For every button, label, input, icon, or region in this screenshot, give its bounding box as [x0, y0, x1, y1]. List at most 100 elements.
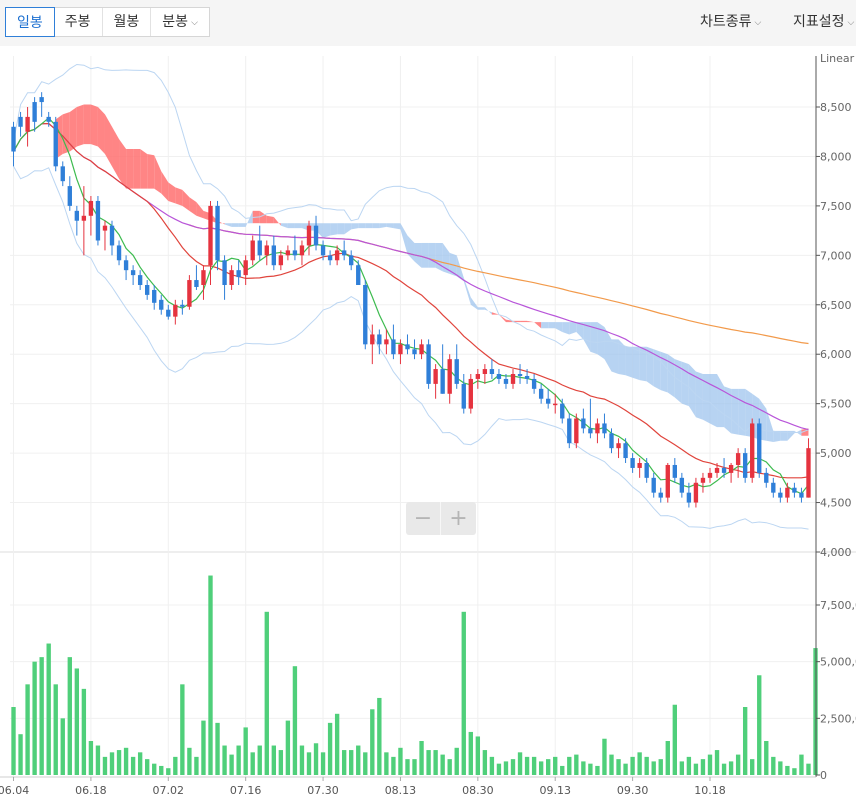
candle-body — [644, 463, 649, 478]
cloud-segment — [189, 197, 197, 216]
cloud-segment — [386, 223, 394, 229]
candle-body — [538, 388, 544, 399]
volume-bar — [306, 752, 312, 775]
period-label: 일봉 — [17, 15, 43, 31]
volume-bar — [67, 657, 72, 775]
cloud-segment — [351, 223, 359, 230]
ma120-line — [189, 224, 809, 345]
volume-bar — [250, 752, 255, 775]
candle-body — [637, 463, 642, 468]
candle-body — [623, 443, 628, 459]
volume-bar — [25, 684, 30, 775]
cloud-segment — [280, 223, 288, 229]
period-label: 주봉 — [64, 14, 91, 30]
candle-body — [595, 423, 600, 434]
volume-bar — [602, 738, 607, 775]
period-button-daily[interactable]: 일봉 — [5, 7, 55, 37]
volume-bar — [672, 704, 677, 775]
period-button-monthly[interactable]: 월봉 — [103, 8, 152, 36]
candle-body — [81, 215, 87, 221]
candle-body — [116, 245, 122, 261]
date-tick-label: 07.30 — [307, 784, 339, 797]
cloud-segment — [583, 322, 591, 352]
date-tick-label: 07.16 — [230, 784, 262, 797]
volume-bar — [53, 684, 58, 775]
cloud-segment — [323, 223, 331, 239]
candle-body — [602, 423, 607, 434]
zoom-in-button[interactable]: + — [441, 502, 476, 535]
candle-body — [67, 186, 72, 206]
chevron-down-icon: ⌵ — [754, 18, 762, 28]
cloud-segment — [780, 430, 788, 441]
period-button-weekly[interactable]: 주봉 — [54, 8, 103, 36]
stock-chart[interactable]: Linear 8,500 8,000 7,500 7,000 6,500 6,000 5,5… — [0, 46, 856, 807]
volume-bar — [341, 750, 347, 775]
cloud-segment — [112, 126, 120, 179]
volume-bar — [419, 741, 424, 775]
indicator-settings-dropdown[interactable]: 지표설정 ⌵ — [793, 7, 854, 37]
candle-body — [222, 260, 227, 285]
price-tick-label: 8,500 — [820, 101, 852, 114]
cloud-segment — [83, 104, 91, 145]
candle-body — [166, 309, 171, 317]
volume-bar — [74, 668, 80, 775]
candle-body — [419, 344, 424, 355]
cloud-segment — [597, 322, 605, 360]
cloud-segment — [273, 217, 281, 226]
cloud-segment — [724, 386, 732, 434]
candle-body — [531, 378, 537, 389]
indicator-lines — [12, 63, 809, 530]
candle-body — [496, 374, 502, 379]
cloud-segment — [456, 255, 464, 282]
candle-body — [53, 121, 58, 167]
volume-bar — [658, 759, 663, 775]
volume-bar — [728, 761, 734, 775]
cloud-segment — [498, 314, 506, 323]
candle-body — [714, 467, 720, 473]
date-tick-label: 09.13 — [539, 784, 571, 797]
candle-body — [616, 443, 621, 449]
volume-bar — [278, 750, 284, 775]
candle-body — [285, 250, 291, 256]
volume-bar — [574, 754, 579, 775]
candle-body — [95, 200, 101, 241]
date-tick-label: 08.30 — [462, 784, 494, 797]
price-tick-label: 4,000 — [820, 546, 852, 559]
cloud-segment — [245, 210, 253, 227]
period-button-minute[interactable]: 분봉 ⌵ — [151, 8, 209, 36]
cloud-segment — [161, 171, 169, 201]
cloud-segment — [576, 322, 584, 340]
volume-bar — [595, 765, 600, 775]
cloud-segment — [126, 149, 134, 189]
candle-body — [567, 418, 572, 444]
chart-type-dropdown[interactable]: 차트종류 ⌵ — [700, 7, 761, 37]
candle-body — [208, 205, 213, 266]
candle-body — [489, 369, 495, 374]
chart-toolbar: 일봉 주봉 월봉 분봉 ⌵ 차트종류 ⌵ 지표설정 ⌵ — [0, 0, 856, 46]
volume-bar — [721, 763, 727, 775]
candle-body — [32, 102, 37, 122]
zoom-out-button[interactable]: − — [406, 502, 441, 535]
date-tick-label: 07.02 — [153, 784, 185, 797]
volume-bar — [384, 752, 389, 775]
candle-body — [679, 477, 685, 493]
volume-tick-label: 7,500,000 — [820, 599, 856, 612]
minus-icon: − — [413, 506, 433, 531]
volume-bar — [349, 750, 354, 775]
price-scale-label[interactable]: Linear — [820, 52, 855, 65]
volume-bar — [405, 759, 410, 775]
cloud-segment — [133, 149, 141, 189]
indicator-settings-label: 지표설정 — [793, 14, 845, 30]
volume-bar — [693, 763, 699, 775]
lower-band-line — [13, 166, 809, 530]
volume-bar — [18, 734, 23, 775]
candle-body — [721, 467, 727, 473]
volume-bar — [39, 657, 44, 775]
chevron-down-icon: ⌵ — [191, 18, 198, 28]
candle-body — [412, 349, 417, 355]
candle-body — [313, 225, 319, 246]
volume-bar — [637, 752, 642, 775]
volume-bar — [447, 759, 452, 775]
cloud-segment — [667, 354, 675, 398]
ma20-line — [12, 122, 809, 479]
